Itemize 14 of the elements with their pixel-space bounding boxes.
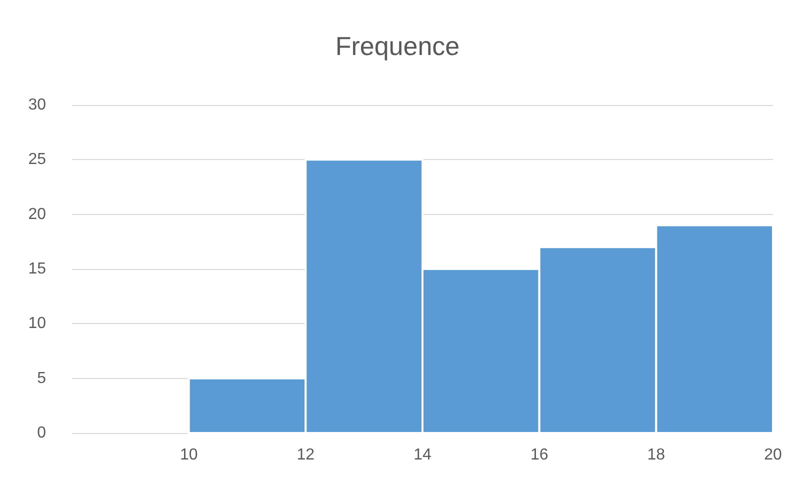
x-tick-label: 12 <box>296 446 315 464</box>
y-tick-label: 25 <box>28 151 46 168</box>
y-tick-label: 5 <box>37 370 46 387</box>
chart-title: Frequence <box>335 31 460 61</box>
y-tick-label: 10 <box>28 315 46 332</box>
y-tick-label: 30 <box>28 96 46 114</box>
y-tick-label: 15 <box>28 260 46 278</box>
x-tick-label: 14 <box>414 446 432 464</box>
x-tick-label: 10 <box>180 446 198 464</box>
y-tick-label: 0 <box>37 424 46 442</box>
x-tick-label: 20 <box>764 446 782 464</box>
x-tick-label: 18 <box>647 446 666 464</box>
y-tick-label: 20 <box>28 206 46 223</box>
x-tick-label: 16 <box>530 446 548 464</box>
